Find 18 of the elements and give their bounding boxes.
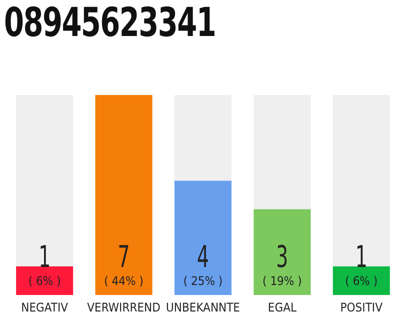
annotation: ( 44% ) xyxy=(104,274,144,288)
data-label: 4 xyxy=(196,240,209,276)
data-label: 7 xyxy=(118,240,130,276)
annotation: ( 6% ) xyxy=(345,274,378,288)
chart-title: 08945623341 xyxy=(4,0,216,46)
annotation: ( 25% ) xyxy=(183,274,223,288)
x-tick-label: EGAL xyxy=(268,300,296,315)
bar xyxy=(16,266,74,295)
x-tick-label: POSITIV xyxy=(340,300,384,315)
annotation: ( 6% ) xyxy=(28,274,61,288)
x-tick-label: VERWIRREND xyxy=(87,300,160,315)
data-label: 1 xyxy=(355,240,368,276)
x-tick-label: NEGATIV xyxy=(21,300,69,315)
data-label: 3 xyxy=(276,240,288,276)
x-tick-label: UNBEKANNTE xyxy=(166,300,240,315)
annotation: ( 19% ) xyxy=(262,274,302,288)
data-label: 1 xyxy=(38,240,51,276)
bar xyxy=(332,266,390,295)
